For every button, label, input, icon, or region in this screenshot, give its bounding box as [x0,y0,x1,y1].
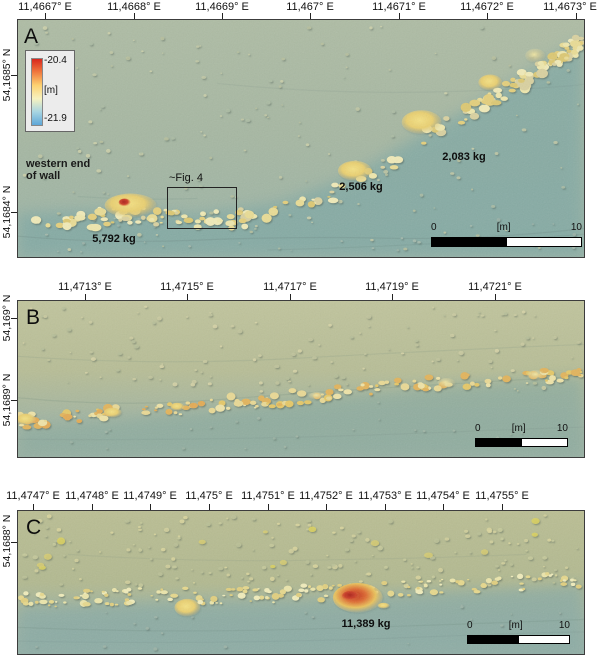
x-axis-tick [310,13,311,19]
scale-bar: 0 [m] 10 [431,222,582,247]
x-axis-tick [268,504,269,510]
scale-end-label: 10 [556,423,568,434]
colorbar [31,58,43,126]
scale-unit-label: [m] [508,620,523,631]
x-axis-label: 11,4713° E [58,281,112,293]
wall-note: western end of wall [26,158,90,182]
x-axis-label: 11,4672° E [460,1,514,13]
scale-bar-white-segment [518,636,569,643]
x-axis-label: 11,4754° E [416,490,470,502]
y-axis-tick [11,542,17,543]
scale-start-label: 0 [475,423,481,434]
x-axis-tick [399,13,400,19]
panel-letter-a: A [24,25,39,48]
mass-annotation: 2,083 kg [442,151,486,163]
x-axis-label: 11,4747° E [6,490,60,502]
x-axis-label: 11,4748° E [65,490,119,502]
legend-unit-label: [m] [44,85,58,96]
x-axis-tick [576,13,577,19]
y-axis-label: 54,1688° N [1,514,13,568]
x-axis-tick [209,504,210,510]
scale-bar-white-segment [506,238,581,246]
x-axis-label: 11,4669° E [195,1,249,13]
x-axis-tick [392,294,393,300]
x-axis-tick [502,504,503,510]
scale-bar-black-segment [432,238,507,246]
scale-bar-black-segment [468,636,519,643]
scale-end-label: 10 [570,222,582,233]
x-axis-tick [326,504,327,510]
x-axis-label: 11,4673° E [543,1,597,13]
figure-reference-label: ~Fig. 4 [169,172,203,184]
scale-unit-label: [m] [511,423,526,434]
x-axis-tick [443,504,444,510]
x-axis-tick [187,294,188,300]
map-panel-a [17,19,585,258]
x-axis-label: 11,4721° E [468,281,522,293]
x-axis-tick [92,504,93,510]
legend-max-label: -20.4 [44,55,67,66]
x-axis-tick [290,294,291,300]
x-axis-tick [45,13,46,19]
scale-end-label: 10 [558,620,570,631]
x-axis-label: 11,4749° E [123,490,177,502]
x-axis-tick [385,504,386,510]
x-axis-tick [134,13,135,19]
scale-start-label: 0 [431,222,437,233]
panel-letter-b: B [26,306,41,329]
x-axis-tick [85,294,86,300]
wall-note-line1: western end [26,158,91,170]
wall-note-line2: of wall [26,170,61,182]
x-axis-tick [150,504,151,510]
x-axis-label: 11,4668° E [107,1,161,13]
scale-bar-black-segment [476,439,522,446]
x-axis-label: 11,467° E [286,1,334,13]
figure-reference-box [167,187,237,229]
y-axis-tick [11,212,17,213]
map-panel-c [17,510,585,655]
x-axis-label: 11,4751° E [241,490,295,502]
x-axis-label: 11,4717° E [263,281,317,293]
x-axis-tick [487,13,488,19]
x-axis-tick [495,294,496,300]
scale-bar-white-segment [521,439,567,446]
x-axis-label: 11,4667° E [18,1,72,13]
mass-annotation: 11,389 kg [341,618,391,630]
mass-annotation: 5,792 kg [92,233,136,245]
x-axis-label: 11,4753° E [358,490,412,502]
x-axis-tick [222,13,223,19]
y-axis-tick [11,318,17,319]
x-axis-label: 11,4752° E [299,490,353,502]
scale-bar: 0 [m] 10 [467,620,570,644]
legend-min-label: -21.9 [44,113,67,124]
mass-annotation: 2,506 kg [339,181,383,193]
x-axis-label: 11,4715° E [160,281,214,293]
scale-unit-label: [m] [496,222,511,233]
y-axis-tick [11,75,17,76]
map-panel-b [17,300,585,458]
scale-start-label: 0 [467,620,473,631]
panel-letter-c: C [26,516,42,539]
x-axis-label: 11,4671° E [372,1,426,13]
depth-legend: -20.4 [m] -21.9 [25,50,75,132]
x-axis-label: 11,475° E [185,490,233,502]
y-axis-tick [11,400,17,401]
x-axis-tick [33,504,34,510]
x-axis-label: 11,4719° E [365,281,419,293]
x-axis-label: 11,4755° E [475,490,529,502]
scale-bar: 0 [m] 10 [475,423,568,447]
